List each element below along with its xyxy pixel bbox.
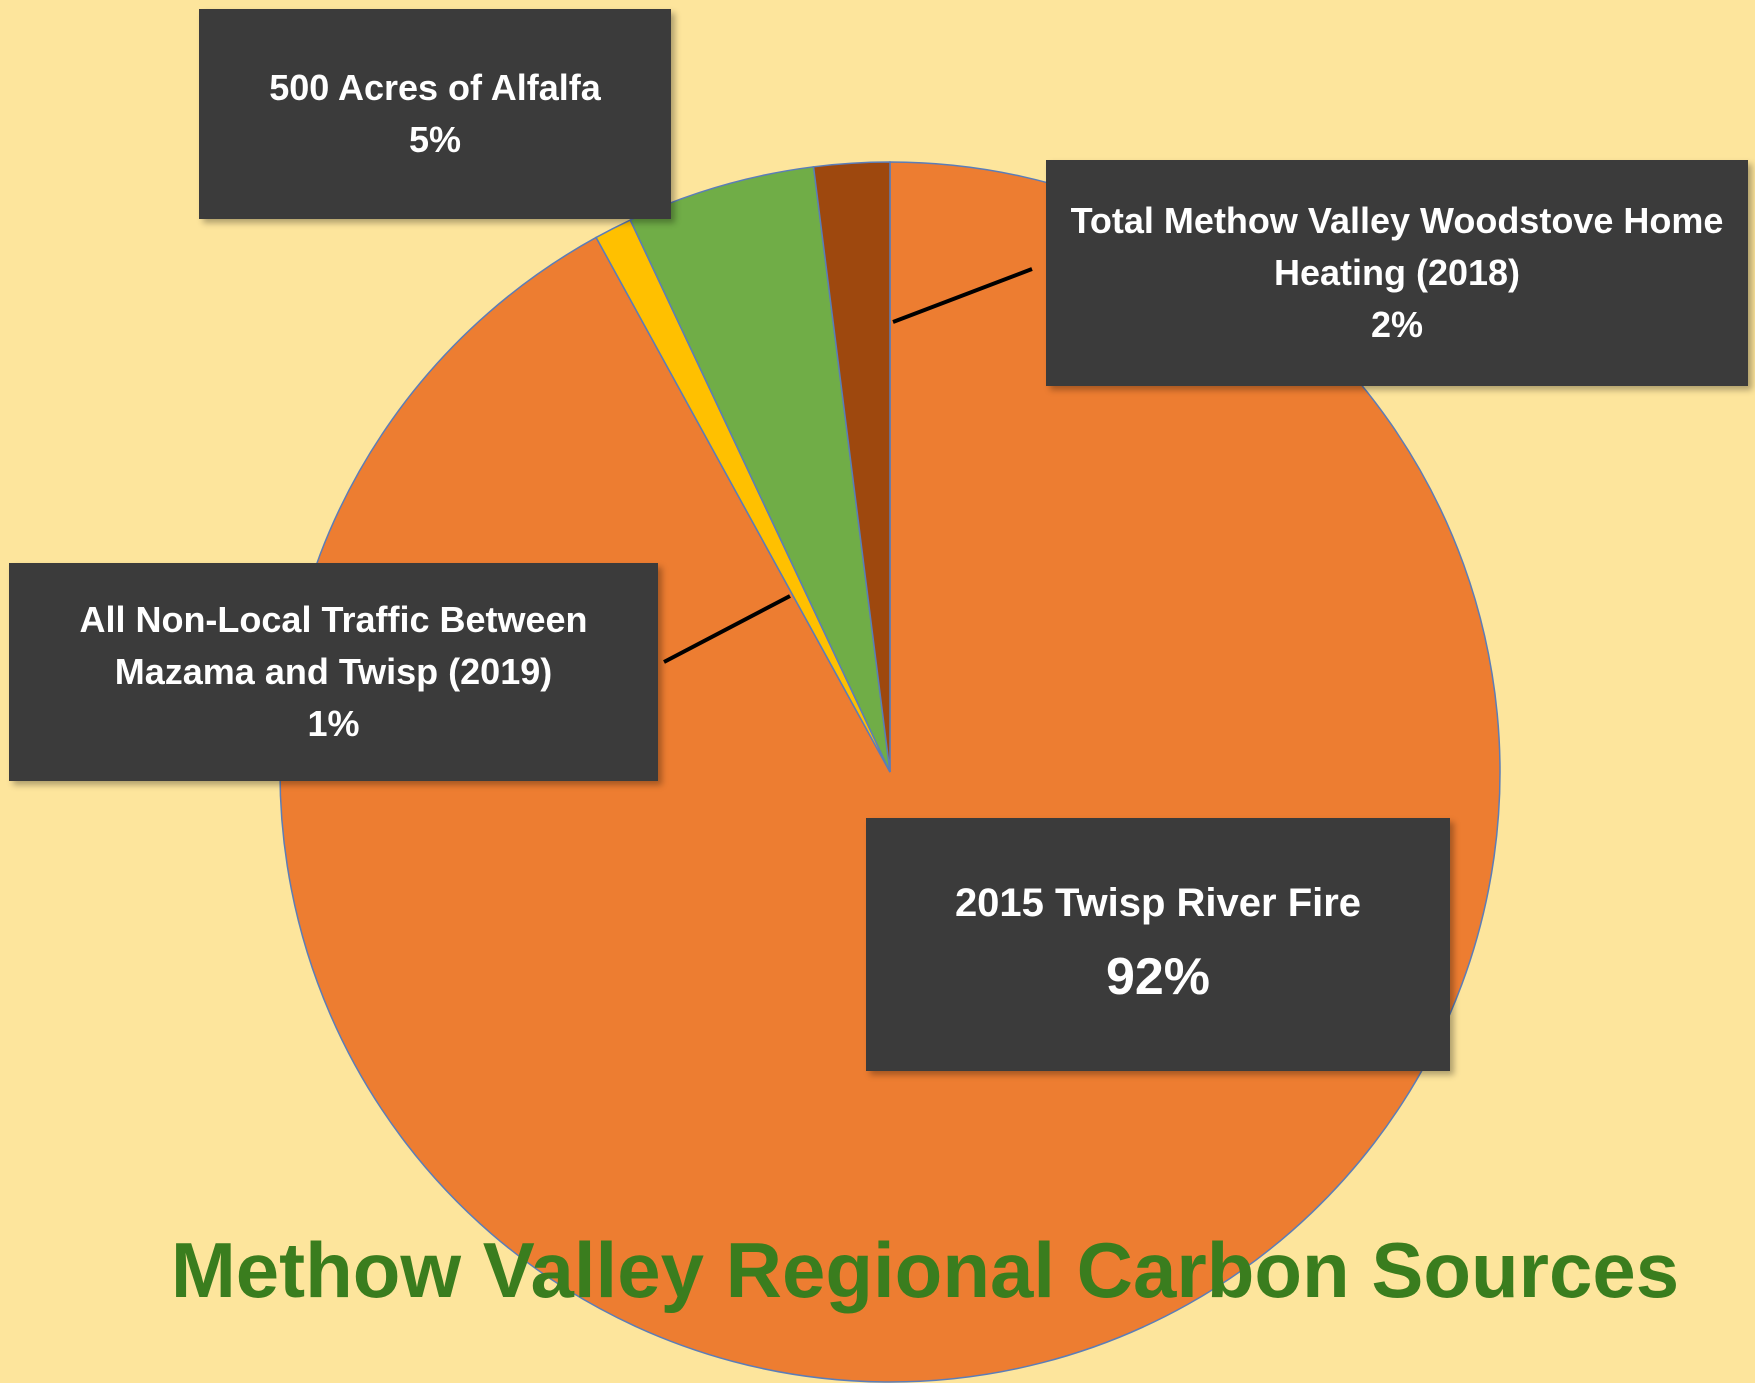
slice-name: 2015 Twisp River Fire xyxy=(954,880,1362,925)
slice-value: 92% xyxy=(1105,947,1211,1006)
slice-label: All Non-Local Traffic Between Mazama and… xyxy=(9,563,658,781)
slice-value: 5% xyxy=(408,119,462,160)
slice-value: 2% xyxy=(1370,304,1424,346)
slice-label: 500 Acres of Alfalfa 5% xyxy=(199,9,671,219)
slice-name: Total Methow Valley Woodstove Home Heati… xyxy=(1070,199,1724,293)
slice-label: 2015 Twisp River Fire 92% xyxy=(866,818,1450,1071)
slice-name: All Non-Local Traffic Between Mazama and… xyxy=(79,598,588,692)
slice-label: Total Methow Valley Woodstove Home Heati… xyxy=(1046,160,1748,386)
slice-name: 500 Acres of Alfalfa xyxy=(269,66,601,108)
slice-value: 1% xyxy=(307,703,360,745)
leader-line xyxy=(892,267,1033,324)
leader-line xyxy=(663,594,791,664)
pie-slice xyxy=(812,161,891,773)
chart-title: Methow Valley Regional Carbon Sources xyxy=(170,1226,1680,1314)
